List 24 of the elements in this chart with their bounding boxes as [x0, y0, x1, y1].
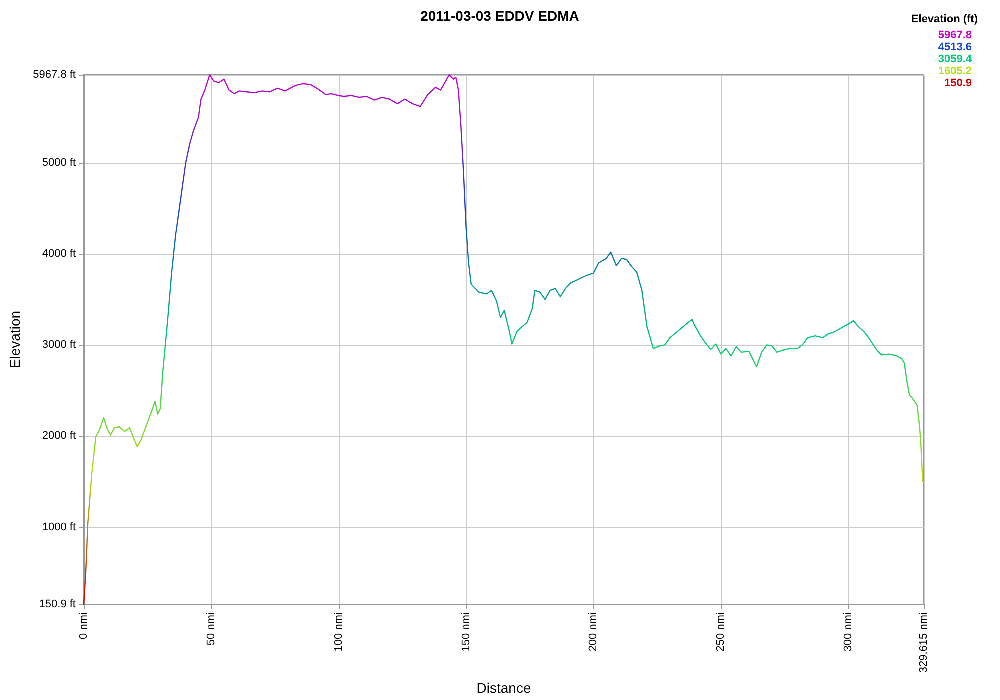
- color-bar-title: Elevation (ft): [911, 14, 978, 26]
- y-tick-label: 5000 ft: [42, 157, 76, 170]
- x-tick-label: 300 nmi: [842, 612, 855, 652]
- x-tick-label: 100 nmi: [332, 612, 345, 652]
- x-tick-label: 50 nmi: [205, 612, 218, 646]
- x-tick-label: 250 nmi: [715, 612, 728, 652]
- x-tick-label: 329.615 nmi: [918, 612, 930, 674]
- text: 150.9: [944, 78, 972, 90]
- y-tick-label: 5967.8 ft: [33, 69, 76, 81]
- text: 3059.4: [938, 54, 973, 66]
- x-tick-label: 150 nmi: [460, 612, 472, 652]
- y-tick-label: 150.9 ft: [39, 598, 76, 611]
- x-tick-label: 0 nmi: [78, 612, 90, 640]
- x-tick-label: 200 nmi: [588, 612, 600, 652]
- chart-title: 2011-03-03 EDDV EDMA: [420, 8, 580, 24]
- y-tick-label: 2000 ft: [42, 430, 76, 442]
- text: 1605.2: [938, 66, 972, 78]
- y-tick-label: 3000 ft: [42, 339, 76, 352]
- x-axis-title: Distance: [476, 680, 532, 696]
- text: 4513.6: [938, 42, 972, 54]
- text: 5967.8: [938, 30, 972, 42]
- y-tick-label: 4000 ft: [42, 248, 76, 260]
- y-axis-title: Elevation: [7, 310, 23, 369]
- y-tick-label: 1000 ft: [42, 521, 76, 534]
